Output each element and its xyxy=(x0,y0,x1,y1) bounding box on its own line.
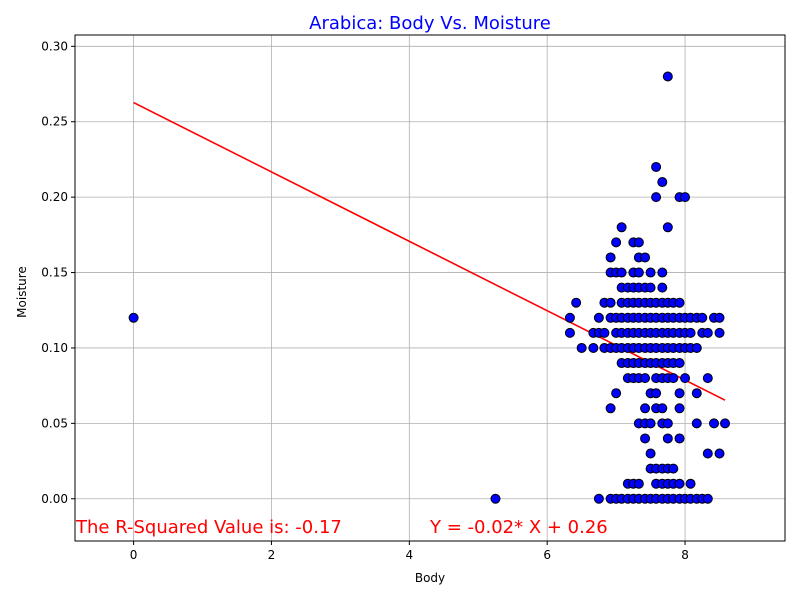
x-axis-label: Body xyxy=(415,571,445,585)
data-point xyxy=(662,433,673,444)
data-point xyxy=(633,237,644,248)
data-point xyxy=(702,448,713,459)
data-point xyxy=(720,418,731,429)
data-point xyxy=(657,403,668,414)
data-point xyxy=(657,267,668,278)
data-point xyxy=(674,478,685,489)
data-point xyxy=(702,327,713,338)
data-point xyxy=(657,177,668,188)
y-tick-label: 0.15 xyxy=(41,266,68,280)
data-point xyxy=(605,297,616,308)
data-point xyxy=(662,222,673,233)
data-point xyxy=(662,418,673,429)
x-tick-label: 2 xyxy=(268,548,276,562)
data-point xyxy=(674,403,685,414)
data-point xyxy=(668,463,679,474)
data-point xyxy=(674,433,685,444)
data-point xyxy=(640,373,651,384)
equation-annotation: Y = -0.02* X + 0.26 xyxy=(429,517,608,538)
data-point xyxy=(714,327,725,338)
data-point xyxy=(662,71,673,82)
data-point xyxy=(651,161,662,172)
data-point xyxy=(685,478,696,489)
y-axis-ticks: 0.00 0.05 0.10 0.15 0.20 0.25 0.30 xyxy=(41,39,75,506)
data-point xyxy=(593,312,604,323)
data-point xyxy=(657,282,668,293)
data-point xyxy=(714,312,725,323)
data-point xyxy=(640,433,651,444)
data-point xyxy=(564,312,575,323)
x-tick-label: 0 xyxy=(130,548,138,562)
data-point xyxy=(674,358,685,369)
data-point xyxy=(651,192,662,203)
data-point xyxy=(128,312,139,323)
y-tick-label: 0.20 xyxy=(41,190,68,204)
data-point xyxy=(674,388,685,399)
x-tick-label: 6 xyxy=(543,548,551,562)
data-point xyxy=(611,237,622,248)
data-point xyxy=(680,373,691,384)
data-point xyxy=(691,418,702,429)
grid xyxy=(75,35,785,541)
data-point xyxy=(691,342,702,353)
y-tick-label: 0.00 xyxy=(41,492,68,506)
data-point xyxy=(616,267,627,278)
y-tick-label: 0.30 xyxy=(41,39,68,53)
data-point xyxy=(691,388,702,399)
chart-title: Arabica: Body Vs. Moisture xyxy=(309,13,551,34)
data-point xyxy=(640,403,651,414)
x-axis-ticks: 0 2 4 6 8 xyxy=(130,541,689,562)
data-point xyxy=(576,342,587,353)
data-point xyxy=(702,493,713,504)
r-squared-annotation: The R-Squared Value is: -0.17 xyxy=(75,517,342,538)
x-tick-label: 4 xyxy=(406,548,414,562)
data-point xyxy=(702,373,713,384)
y-axis-label: Moisture xyxy=(15,266,29,318)
data-point xyxy=(651,388,662,399)
y-tick-label: 0.10 xyxy=(41,341,68,355)
data-point xyxy=(611,388,622,399)
data-point xyxy=(571,297,582,308)
data-point xyxy=(680,192,691,203)
data-point xyxy=(640,252,651,263)
data-point xyxy=(645,418,656,429)
data-point xyxy=(593,493,604,504)
data-point xyxy=(714,448,725,459)
data-point xyxy=(605,403,616,414)
x-tick-label: 8 xyxy=(681,548,689,562)
data-point xyxy=(599,327,610,338)
data-point xyxy=(633,267,644,278)
y-tick-label: 0.05 xyxy=(41,416,68,430)
data-point xyxy=(709,418,719,429)
data-point xyxy=(633,478,644,489)
data-point xyxy=(605,252,616,263)
data-point xyxy=(490,493,501,504)
data-point xyxy=(668,373,679,384)
data-point xyxy=(645,282,656,293)
points-layer xyxy=(128,71,731,504)
data-point xyxy=(564,327,575,338)
data-point xyxy=(645,448,656,459)
data-point xyxy=(645,267,656,278)
plot-frame xyxy=(74,34,786,542)
data-point xyxy=(616,222,627,233)
data-point xyxy=(685,327,696,338)
data-point xyxy=(674,297,685,308)
data-point xyxy=(697,312,708,323)
data-point xyxy=(588,342,599,353)
y-tick-label: 0.25 xyxy=(41,115,68,129)
